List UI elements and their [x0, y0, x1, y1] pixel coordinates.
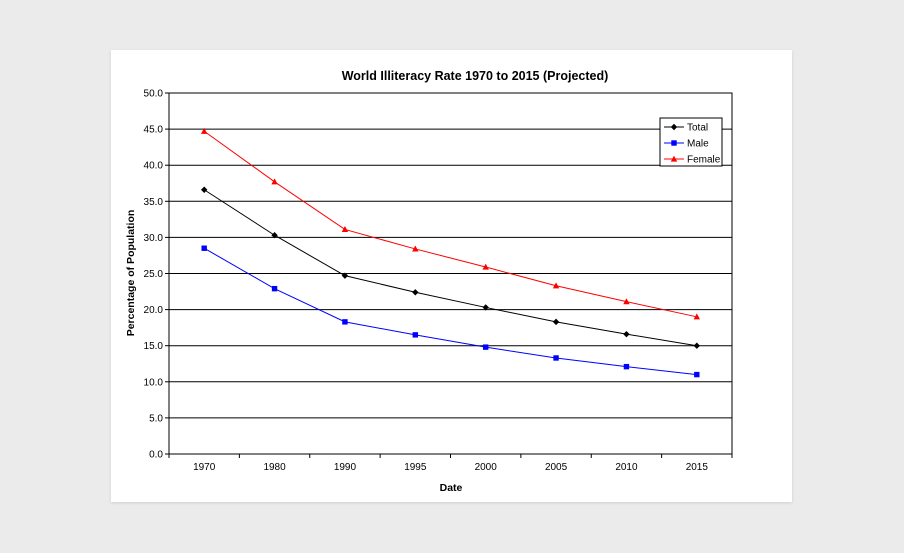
data-point-male — [694, 371, 700, 378]
data-point-total — [623, 330, 630, 338]
legend: Total Male Female — [659, 117, 723, 167]
data-point-total — [552, 318, 560, 326]
data-point-male — [271, 285, 278, 292]
data-point-female — [200, 127, 208, 134]
data-point-male — [553, 355, 559, 361]
data-point-female — [482, 263, 489, 270]
data-point-male — [482, 344, 489, 350]
data-point-female — [341, 226, 349, 233]
x-tick-label: 1990 — [334, 462, 357, 473]
data-point-male — [623, 363, 630, 370]
y-tick-label: 15.0 — [144, 341, 164, 352]
y-tick-label: 40.0 — [144, 161, 164, 172]
series-female — [200, 127, 701, 320]
series-male — [201, 245, 700, 378]
legend-box — [659, 117, 723, 167]
series-line-total — [203, 189, 697, 347]
x-tick-label: 1970 — [193, 462, 216, 473]
series-line-female — [203, 130, 697, 318]
data-point-female — [271, 178, 278, 185]
legend-marker — [670, 123, 678, 131]
y-axis-title: Percentage of Population — [125, 210, 137, 337]
data-point-female — [552, 282, 560, 289]
y-tick-label: 0.0 — [149, 450, 163, 461]
data-point-male — [201, 245, 207, 251]
legend-item-total: Total — [664, 123, 708, 134]
data-point-total — [271, 232, 278, 239]
series-line-male — [203, 247, 697, 376]
x-axis-title: Date — [440, 482, 463, 494]
data-point-total — [200, 186, 208, 193]
x-axis-ticks: 1970 1980 1990 1995 2000 2005 2010 2015 — [168, 454, 733, 473]
data-point-total — [482, 304, 489, 311]
legend-label: Female — [687, 155, 721, 166]
x-tick-label: 2000 — [475, 462, 498, 473]
legend-marker — [671, 140, 677, 146]
x-tick-label: 1995 — [404, 462, 427, 473]
series-total — [200, 186, 701, 349]
y-tick-label: 5.0 — [149, 413, 163, 424]
legend-item-female: Female — [664, 155, 721, 166]
y-tick-label: 10.0 — [144, 377, 164, 388]
data-point-female — [693, 313, 701, 320]
x-tick-label: 1980 — [263, 462, 286, 473]
chart-title: World Illiteracy Rate 1970 to 2015 (Proj… — [342, 69, 609, 83]
x-tick-label: 2005 — [545, 462, 568, 473]
legend-item-male: Male — [664, 139, 709, 150]
legend-marker — [670, 155, 678, 162]
legend-label: Male — [687, 139, 709, 150]
series-lines — [200, 127, 701, 378]
y-tick-label: 35.0 — [144, 197, 164, 208]
data-point-total — [341, 272, 349, 279]
data-point-female — [412, 245, 419, 252]
data-point-total — [693, 342, 701, 349]
data-point-total — [412, 289, 419, 296]
y-tick-label: 45.0 — [144, 125, 164, 136]
x-tick-label: 2015 — [686, 462, 709, 473]
y-tick-label: 20.0 — [144, 305, 164, 316]
data-point-male — [412, 332, 419, 338]
legend-label: Total — [687, 123, 708, 134]
x-tick-label: 2010 — [615, 462, 638, 473]
y-tick-label: 25.0 — [144, 269, 164, 280]
gridlines — [169, 128, 732, 419]
data-point-male — [342, 319, 348, 325]
y-tick-label: 50.0 — [144, 89, 164, 100]
data-point-female — [623, 298, 630, 305]
y-axis-ticks: 0.0 5.0 10.0 15.0 20.0 25.0 30.0 35.0 40.0 45.0 50… — [144, 89, 169, 461]
y-tick-label: 30.0 — [144, 233, 164, 244]
